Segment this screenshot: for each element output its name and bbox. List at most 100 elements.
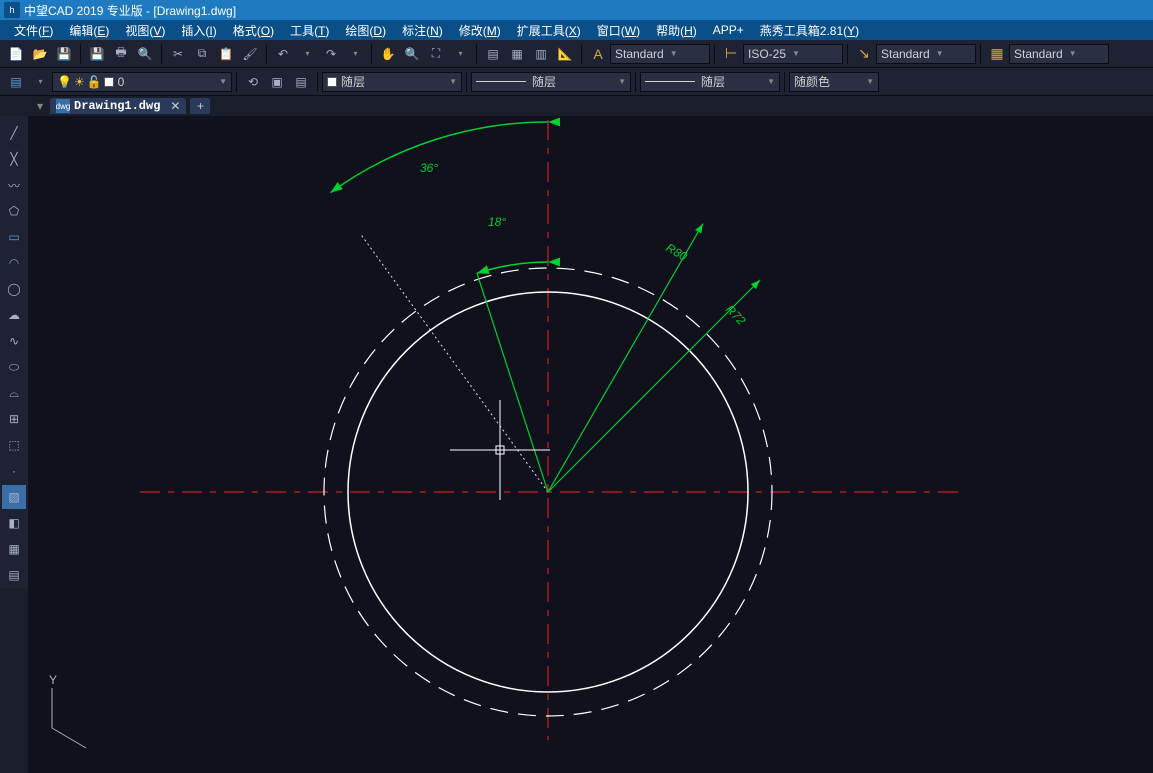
menu-APP+[interactable]: APP+: [705, 23, 752, 37]
separator: [847, 44, 848, 64]
layer-combo[interactable]: 💡 ☀ 🔓 0 ▼: [52, 72, 232, 92]
menu-格式[interactable]: 格式(O): [225, 22, 282, 39]
tab-drawing1[interactable]: dwg Drawing1.dwg ✕: [50, 98, 186, 114]
color-swatch-icon: [104, 77, 114, 87]
gradient-icon[interactable]: ◧: [2, 511, 26, 535]
color-combo[interactable]: 随层 ▼: [322, 72, 462, 92]
revision-cloud-icon[interactable]: ☁: [2, 303, 26, 327]
dwg-icon: dwg: [56, 99, 70, 113]
copy-icon[interactable]: ⧉: [191, 43, 213, 65]
plotstyle-combo[interactable]: 随颜色 ▼: [789, 72, 879, 92]
menu-窗口[interactable]: 窗口(W): [589, 22, 648, 39]
text-style-value: Standard: [615, 47, 664, 61]
table-style-combo[interactable]: Standard▼: [1009, 44, 1109, 64]
save-as-icon[interactable]: 💾: [86, 43, 108, 65]
text-style-icon[interactable]: A: [587, 43, 609, 65]
rectangle-icon[interactable]: ▭: [2, 225, 26, 249]
menu-编辑[interactable]: 编辑(E): [61, 22, 117, 39]
ellipse-arc-icon[interactable]: ⌓: [2, 381, 26, 405]
linetype-combo[interactable]: 随层 ▼: [471, 72, 631, 92]
zoom-realtime-icon[interactable]: 🔍: [401, 43, 423, 65]
layer-state-dropdown-icon[interactable]: [29, 71, 51, 93]
svg-text:36°: 36°: [420, 161, 438, 175]
ellipse-icon[interactable]: ⬭: [2, 355, 26, 379]
save-icon[interactable]: 💾: [53, 43, 75, 65]
new-icon[interactable]: 📄: [5, 43, 27, 65]
properties-icon[interactable]: ▤: [482, 43, 504, 65]
region-icon[interactable]: ▦: [2, 537, 26, 561]
menubar: 文件(F)编辑(E)视图(V)插入(I)格式(O)工具(T)绘图(D)标注(N)…: [0, 20, 1153, 40]
point-icon[interactable]: ·: [2, 459, 26, 483]
redo-dropdown-icon[interactable]: [344, 43, 366, 65]
layer-manager-icon[interactable]: ▤: [5, 71, 27, 93]
cut-icon[interactable]: ✂: [167, 43, 189, 65]
menu-标注[interactable]: 标注(N): [394, 22, 451, 39]
separator: [714, 44, 715, 64]
layer-name: 0: [118, 75, 125, 89]
match-icon[interactable]: 🖌: [239, 43, 261, 65]
construction-line-icon[interactable]: ╳: [2, 147, 26, 171]
lineweight-value: 随层: [701, 73, 725, 90]
calc-icon[interactable]: 📐: [554, 43, 576, 65]
separator: [476, 44, 477, 64]
titlebar: h 中望CAD 2019 专业版 - [Drawing1.dwg]: [0, 0, 1153, 20]
text-style-combo[interactable]: Standard▼: [610, 44, 710, 64]
preview-icon[interactable]: 🔍: [134, 43, 156, 65]
design-center-icon[interactable]: ▦: [506, 43, 528, 65]
app-icon: h: [4, 2, 20, 18]
chevron-down-icon: ▼: [866, 77, 874, 86]
hatch-icon[interactable]: ▨: [2, 485, 26, 509]
paste-icon[interactable]: 📋: [215, 43, 237, 65]
leader-style-icon[interactable]: ↘: [853, 43, 875, 65]
svg-text:R72: R72: [723, 302, 749, 328]
close-icon[interactable]: ✕: [170, 99, 180, 113]
separator: [161, 44, 162, 64]
menu-帮助[interactable]: 帮助(H): [648, 22, 705, 39]
print-icon[interactable]: 🖶: [110, 43, 132, 65]
menu-扩展工具[interactable]: 扩展工具(X): [509, 22, 589, 39]
line-sample-icon: [645, 81, 695, 82]
pan-icon[interactable]: ✋: [377, 43, 399, 65]
drawing-svg: 36°18°R80R72Y: [28, 116, 1153, 773]
line-tool-icon[interactable]: ╱: [2, 121, 26, 145]
zoom-dropdown-icon[interactable]: [449, 43, 471, 65]
tab-handle-icon[interactable]: ▾: [30, 99, 50, 113]
chevron-down-icon: ▼: [792, 49, 800, 58]
dim-style-combo[interactable]: ISO-25▼: [743, 44, 843, 64]
table-style-icon[interactable]: ▦: [986, 43, 1008, 65]
color-swatch-icon: [327, 77, 337, 87]
table-icon[interactable]: ▤: [2, 563, 26, 587]
polygon-icon[interactable]: ⬠: [2, 199, 26, 223]
spline-icon[interactable]: ∿: [2, 329, 26, 353]
menu-修改[interactable]: 修改(M): [451, 22, 509, 39]
menu-绘图[interactable]: 绘图(D): [337, 22, 394, 39]
menu-插入[interactable]: 插入(I): [173, 22, 224, 39]
leader-style-value: Standard: [881, 47, 930, 61]
undo-icon[interactable]: ↶: [272, 43, 294, 65]
open-icon[interactable]: 📂: [29, 43, 51, 65]
menu-工具[interactable]: 工具(T): [282, 22, 337, 39]
dim-style-icon[interactable]: ⊢: [720, 43, 742, 65]
arc-icon[interactable]: ◠: [2, 251, 26, 275]
polyline-icon[interactable]: 〰: [2, 173, 26, 197]
layer-iso-icon[interactable]: ▣: [266, 71, 288, 93]
insert-block-icon[interactable]: ⊞: [2, 407, 26, 431]
make-block-icon[interactable]: ⬚: [2, 433, 26, 457]
drawing-canvas[interactable]: 36°18°R80R72Y: [28, 116, 1153, 773]
redo-icon[interactable]: ↷: [320, 43, 342, 65]
circle-icon[interactable]: ◯: [2, 277, 26, 301]
separator: [371, 44, 372, 64]
menu-燕秀工具箱2.81[interactable]: 燕秀工具箱2.81(Y): [752, 22, 867, 39]
menu-视图[interactable]: 视图(V): [117, 22, 173, 39]
lineweight-combo[interactable]: 随层 ▼: [640, 72, 780, 92]
leader-style-combo[interactable]: Standard▼: [876, 44, 976, 64]
tool-palette-icon[interactable]: ▥: [530, 43, 552, 65]
undo-dropdown-icon[interactable]: [296, 43, 318, 65]
menu-文件[interactable]: 文件(F): [6, 22, 61, 39]
tab-strip: ▾ dwg Drawing1.dwg ✕ +: [0, 96, 1153, 116]
zoom-window-icon[interactable]: ⛶: [425, 43, 447, 65]
layer-prev-icon[interactable]: ⟲: [242, 71, 264, 93]
new-tab-button[interactable]: +: [190, 98, 210, 114]
color-value: 随层: [341, 73, 365, 90]
layer-on-icon[interactable]: ▤: [290, 71, 312, 93]
